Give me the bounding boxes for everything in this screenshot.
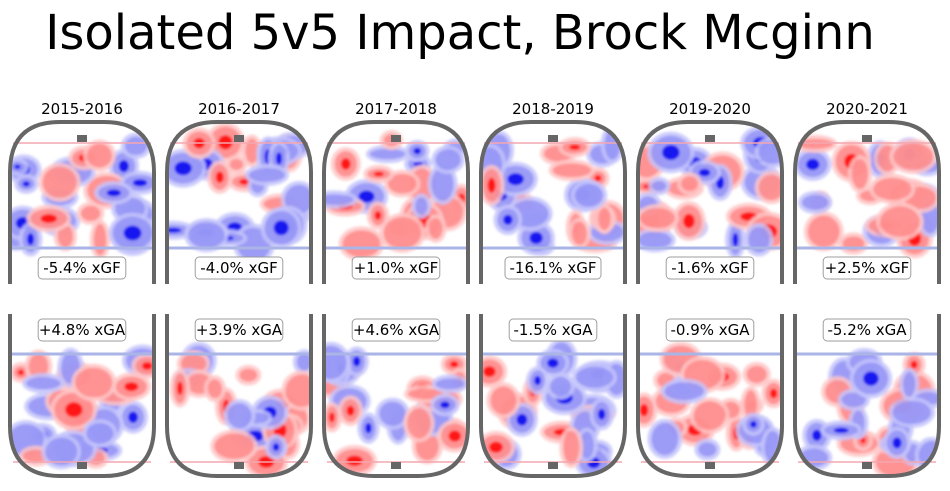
rink-panel-2015-2016: 2015-2016 -5.4% xGF +4.8% xGA <box>8 100 156 478</box>
rink-panel-2016-2017: 2016-2017 -4.0% xGF +3.9% xGA <box>165 100 313 478</box>
rink-boards-bottom <box>165 314 313 478</box>
xga-label: +4.8% xGA <box>39 321 126 339</box>
offense-heatmap <box>638 125 782 260</box>
goal-net-icon <box>391 462 401 469</box>
offense-heatmap <box>10 132 154 260</box>
rink-panel-2019-2020: 2019-2020 -1.6% xGF -0.9% xGA <box>636 100 784 478</box>
rink-boards-bottom <box>479 314 627 478</box>
goal-net-icon <box>391 135 401 142</box>
defense-heatmap <box>169 341 311 476</box>
xga-label: -0.9% xGA <box>670 321 750 339</box>
goal-net-icon <box>548 462 558 469</box>
season-label: 2019-2020 <box>669 100 751 118</box>
rink-panel-2020-2021: 2020-2021 +2.5% xGF -5.2% xGA <box>793 100 941 478</box>
rink-boards-top <box>322 120 470 284</box>
defense-heatmap <box>795 347 939 476</box>
rink-boards-top <box>479 120 627 284</box>
xgf-label: +2.5% xGF <box>825 259 910 277</box>
xgf-label: +1.0% xGF <box>354 259 439 277</box>
season-label: 2017-2018 <box>355 100 437 118</box>
chart-title: Isolated 5v5 Impact, Brock Mcginn <box>45 5 875 61</box>
goal-net-icon <box>77 135 87 142</box>
goal-net-icon <box>548 135 558 142</box>
goal-net-icon <box>234 135 244 142</box>
rink-boards-bottom <box>793 314 941 478</box>
defense-heatmap <box>324 341 468 476</box>
season-label: 2018-2019 <box>512 100 594 118</box>
defense-heatmap <box>481 338 625 476</box>
xgf-label: -1.6% xGF <box>671 259 748 277</box>
xga-label: -5.2% xGA <box>827 321 907 339</box>
offense-heatmap <box>795 134 939 259</box>
goal-net-icon <box>234 462 244 469</box>
xgf-label: -16.1% xGF <box>510 259 597 277</box>
rink-boards-top <box>8 120 156 284</box>
rink-boards-bottom <box>636 314 784 478</box>
offense-heatmap <box>481 124 625 256</box>
xga-label: -1.5% xGA <box>513 321 593 339</box>
goal-net-icon <box>862 462 872 469</box>
rink-boards-top <box>636 120 784 284</box>
defense-heatmap <box>638 341 782 469</box>
offense-heatmap <box>324 130 468 262</box>
season-label: 2020-2021 <box>826 100 908 118</box>
defense-heatmap <box>10 344 154 470</box>
rink-panel-2018-2019: 2018-2019 -16.1% xGF -1.5% xGA <box>479 100 627 478</box>
season-label: 2016-2017 <box>198 100 280 118</box>
xgf-label: -4.0% xGF <box>200 259 277 277</box>
rink-panel-2017-2018: 2017-2018 +1.0% xGF +4.6% xGA <box>322 100 470 478</box>
season-label: 2015-2016 <box>41 100 123 118</box>
goal-net-icon <box>705 462 715 469</box>
xga-label: +3.9% xGA <box>196 321 283 339</box>
rink-boards-top <box>165 120 313 284</box>
xgf-label: -5.4% xGF <box>43 259 120 277</box>
rink-boards-bottom <box>322 314 470 478</box>
xga-label: +4.6% xGA <box>353 321 440 339</box>
goal-net-icon <box>705 135 715 142</box>
rink-boards-top <box>793 120 941 284</box>
goal-net-icon <box>862 135 872 142</box>
offense-heatmap <box>167 122 311 265</box>
goal-net-icon <box>77 462 87 469</box>
rink-boards-bottom <box>8 314 156 478</box>
